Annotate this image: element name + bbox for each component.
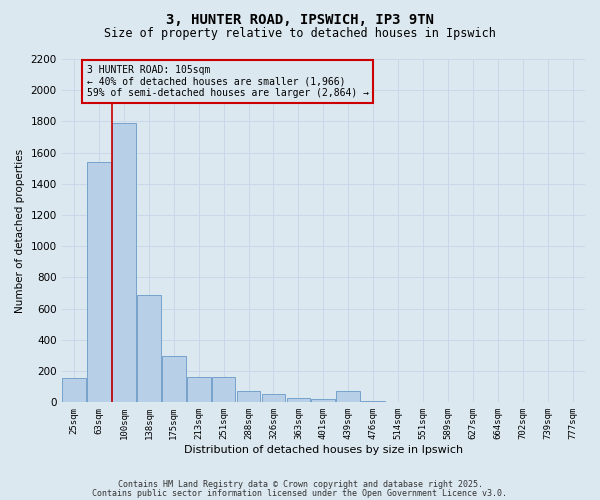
Text: 3, HUNTER ROAD, IPSWICH, IP3 9TN: 3, HUNTER ROAD, IPSWICH, IP3 9TN: [166, 12, 434, 26]
Bar: [361, 401, 385, 402]
Text: Contains public sector information licensed under the Open Government Licence v3: Contains public sector information licen…: [92, 488, 508, 498]
Bar: [262, 394, 286, 402]
Bar: [337, 392, 360, 402]
Bar: [187, 376, 211, 402]
Bar: [287, 398, 310, 402]
Bar: [137, 294, 161, 403]
Bar: [112, 123, 136, 402]
Bar: [87, 162, 111, 402]
Text: Size of property relative to detached houses in Ipswich: Size of property relative to detached ho…: [104, 28, 496, 40]
Bar: [212, 376, 235, 402]
Bar: [62, 378, 86, 402]
Text: Contains HM Land Registry data © Crown copyright and database right 2025.: Contains HM Land Registry data © Crown c…: [118, 480, 482, 489]
Bar: [237, 390, 260, 402]
Bar: [311, 399, 335, 402]
Bar: [162, 356, 185, 403]
Text: 3 HUNTER ROAD: 105sqm
← 40% of detached houses are smaller (1,966)
59% of semi-d: 3 HUNTER ROAD: 105sqm ← 40% of detached …: [86, 65, 368, 98]
X-axis label: Distribution of detached houses by size in Ipswich: Distribution of detached houses by size …: [184, 445, 463, 455]
Y-axis label: Number of detached properties: Number of detached properties: [15, 148, 25, 312]
